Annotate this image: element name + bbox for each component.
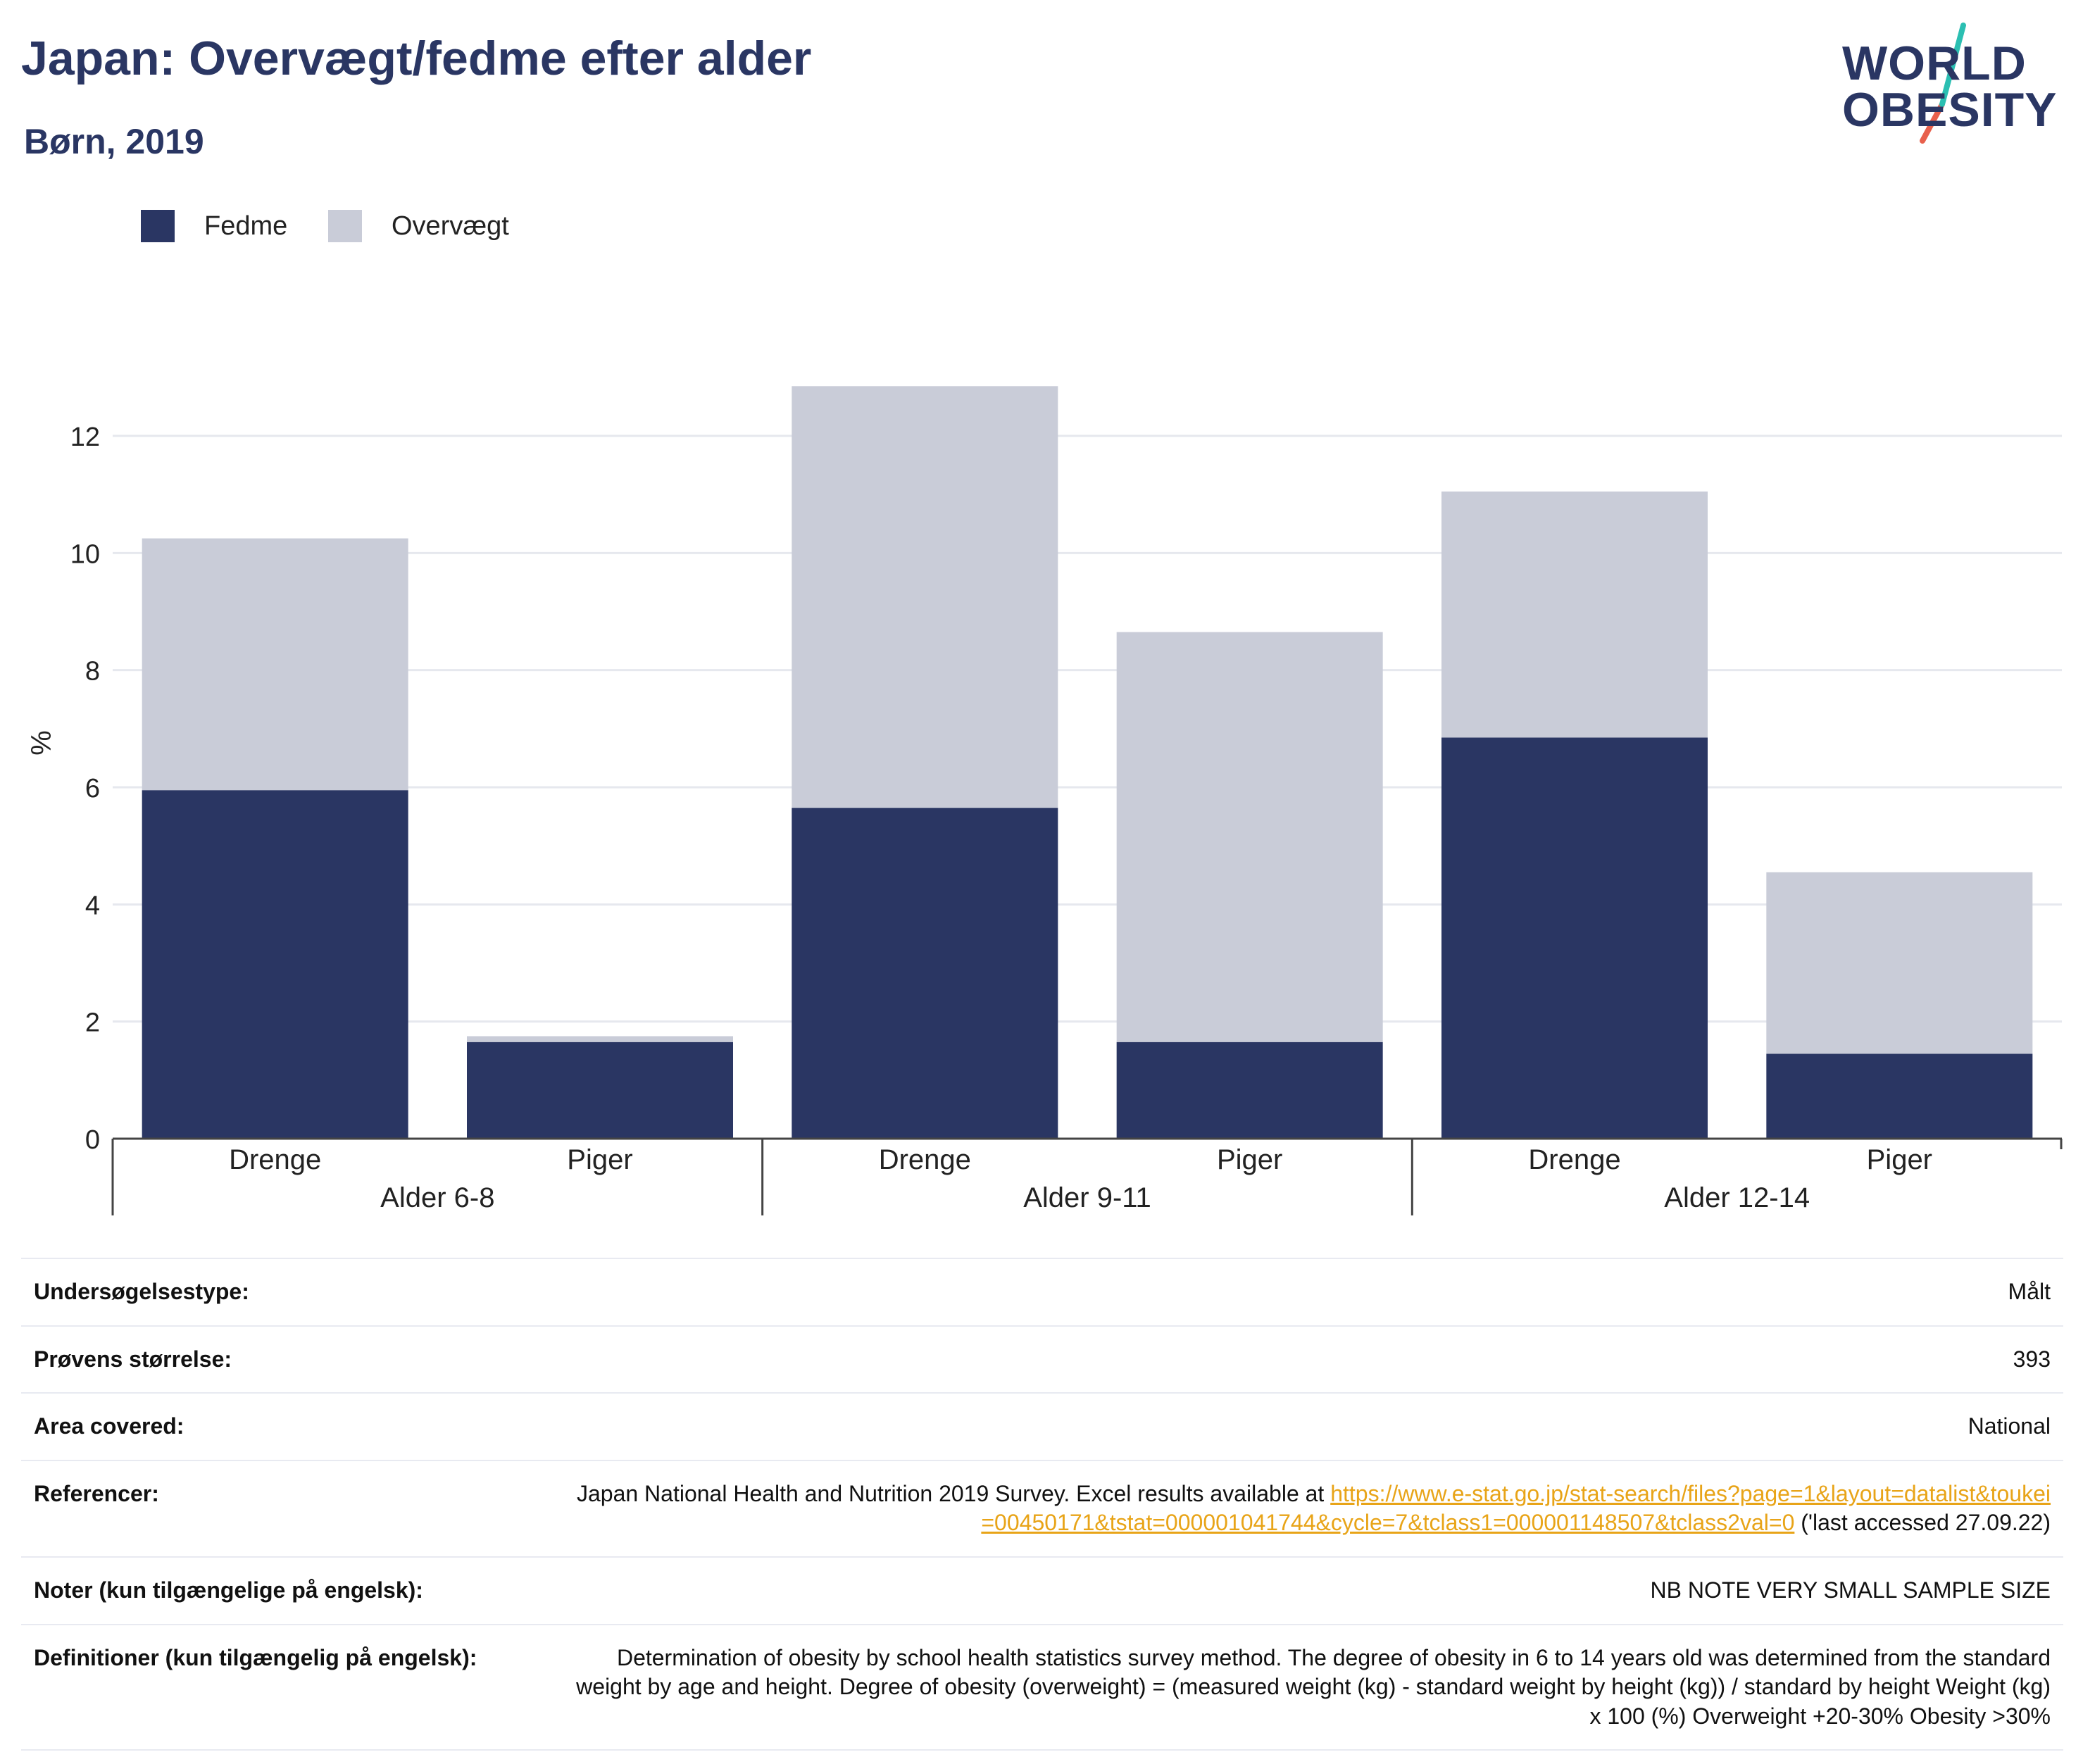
x-category-label: Drenge [879, 1144, 971, 1175]
info-value: 393 [553, 1325, 2063, 1394]
stacked-bar-chart: 0 2 4 6 8 10 12% Drenge Piger Alder 6-8 Drenge Pige… [26, 386, 2063, 1215]
y-tick-label: 6 [85, 774, 100, 803]
bar-overvaegt [467, 1036, 733, 1042]
y-tick-label: 0 [85, 1125, 100, 1155]
y-tick-label: 2 [85, 1008, 100, 1038]
info-label: Undersøgelsestype: [21, 1258, 553, 1327]
bar-overvaegt [1766, 872, 2033, 1054]
info-row-area: Area covered: National [21, 1392, 2063, 1461]
logo-text-world: WORLD [1842, 37, 2027, 90]
x-category-label: Piger [567, 1144, 632, 1175]
bar-fedme [792, 808, 1058, 1139]
legend-swatch-fedme [141, 210, 175, 242]
y-tick-label: 4 [85, 891, 100, 920]
logo-text-obesity: OBESITY [1842, 83, 2058, 137]
legend-swatch-overvaegt [328, 210, 362, 242]
bar-overvaegt [792, 386, 1058, 808]
info-value: National [553, 1392, 2063, 1461]
bar-fedme [1766, 1053, 2033, 1139]
info-value: NB NOTE VERY SMALL SAMPLE SIZE [553, 1556, 2063, 1625]
reference-accessed: ('last accessed 27.09.22) [1794, 1510, 2051, 1536]
bar-fedme [142, 790, 408, 1139]
legend-label-overvaegt: Overvægt [392, 211, 509, 241]
page-subtitle: Børn, 2019 [24, 122, 204, 161]
info-value: Determination of obesity by school healt… [553, 1623, 2063, 1751]
info-label: Prøvens størrelse: [21, 1325, 553, 1394]
bar-overvaegt [1116, 632, 1383, 1042]
info-value: Målt [553, 1258, 2063, 1327]
reference-link[interactable]: https://www.e-stat.go.jp/stat-search/fil… [981, 1480, 2051, 1536]
bar-overvaegt [142, 538, 408, 791]
info-label: Noter (kun tilgængelige på engelsk): [21, 1556, 553, 1625]
info-label: Definitioner (kun tilgængelig på engelsk… [21, 1623, 553, 1751]
info-row-sample-size: Prøvens størrelse: 393 [21, 1325, 2063, 1394]
bar-fedme [1116, 1041, 1383, 1139]
info-row-definitions: Definitioner (kun tilgængelig på engelsk… [21, 1623, 2063, 1751]
bar-fedme [1441, 737, 1708, 1139]
x-category-label: Piger [1217, 1144, 1282, 1175]
x-category-label: Piger [1867, 1144, 1932, 1175]
info-table: Undersøgelsestype: Målt Prøvens størrels… [21, 1258, 2063, 1751]
y-tick-label: 10 [70, 539, 100, 569]
bar-overvaegt [1441, 492, 1708, 738]
y-axis-label: % [26, 730, 57, 756]
legend-label-fedme: Fedme [204, 211, 288, 241]
bar-fedme [467, 1041, 733, 1139]
y-tick-label: 12 [70, 423, 100, 452]
info-row-survey-type: Undersøgelsestype: Målt [21, 1258, 2063, 1327]
x-group-label: Alder 12-14 [1664, 1182, 1810, 1213]
x-category-label: Drenge [229, 1144, 321, 1175]
world-obesity-logo: WORLD OBESITY [1831, 21, 2070, 148]
x-group-label: Alder 9-11 [1023, 1182, 1151, 1213]
info-row-notes: Noter (kun tilgængelige på engelsk): NB … [21, 1556, 2063, 1625]
page-title: Japan: Overvægt/fedme efter alder [21, 32, 812, 85]
info-value: Japan National Health and Nutrition 2019… [553, 1459, 2063, 1558]
x-category-label: Drenge [1528, 1144, 1620, 1175]
x-group-label: Alder 6-8 [380, 1182, 494, 1213]
info-label: Referencer: [21, 1459, 553, 1558]
logo-slash-icon [1920, 23, 1966, 144]
y-tick-label: 8 [85, 657, 100, 687]
reference-text: Japan National Health and Nutrition 2019… [576, 1480, 1331, 1506]
info-label: Area covered: [21, 1392, 553, 1461]
info-row-references: Referencer: Japan National Health and Nu… [21, 1459, 2063, 1558]
